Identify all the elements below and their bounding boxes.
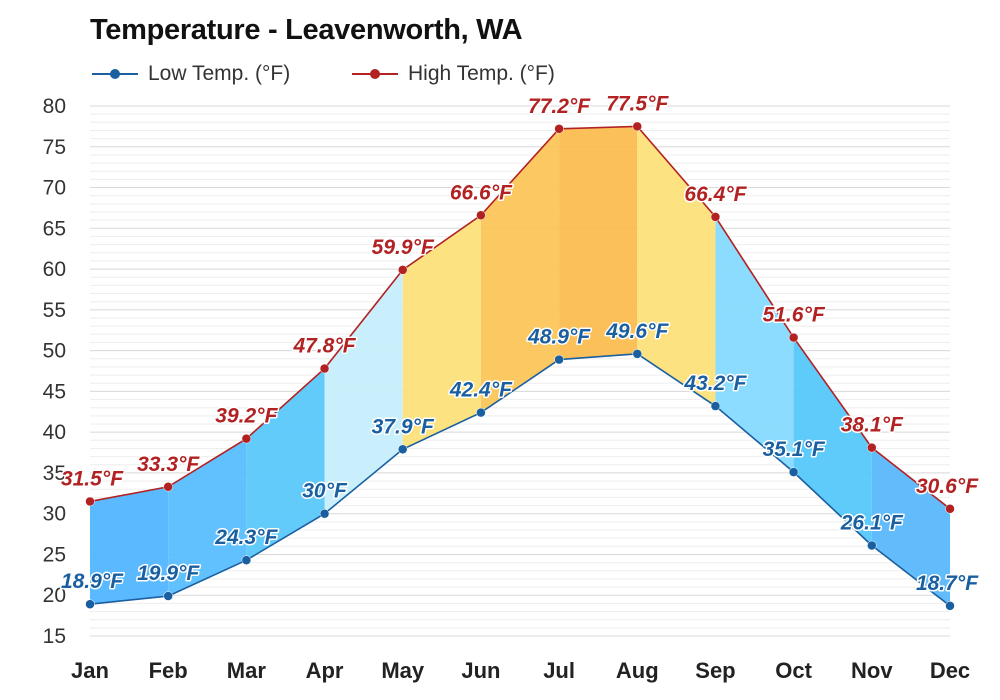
high-temp-point [554,124,564,134]
high-temp-data-label: 31.5°F [61,467,124,490]
low-temp-point [476,407,486,418]
low-temp-data-label: 18.7°F [916,572,979,595]
low-temp-data-label: 18.9°F [61,570,124,593]
x-tick-label: Mar [227,658,267,683]
temperature-band [168,438,247,597]
legend-item-low[interactable]: Low Temp. (°F) [90,60,290,88]
low-legend-marker [92,69,138,79]
high-temp-data-label: 59.9°F [372,236,435,259]
x-tick-label: Jan [71,658,109,683]
high-temp-point [319,363,330,374]
y-tick-label: 80 [43,95,66,118]
chart-title: Temperature - Leavenworth, WA [90,14,523,46]
low-temp-data-label: 49.6°F [605,320,669,343]
low-temp-data-label: 30°F [302,480,348,503]
high-temp-data-label: 66.4°F [684,183,747,206]
x-tick-label: Feb [149,658,188,683]
y-tick-label: 40 [43,421,66,444]
high-temp-data-label: 51.6°F [763,304,826,327]
high-legend-marker [352,69,398,79]
temperature-band [402,215,481,450]
low-temp-data-label: 43.2°F [683,372,747,395]
high-temp-data-label: 39.2°F [215,405,278,428]
legend-label-low: Low Temp. (°F) [148,62,291,85]
x-tick-label: Sep [695,658,735,683]
high-temp-point [867,442,877,453]
y-tick-label: 60 [43,258,66,281]
high-temp-data-label: 47.8°F [292,335,356,358]
temperature-band [90,486,169,605]
temperature-band [715,216,794,473]
high-temp-data-label: 38.1°F [841,414,904,437]
temperature-band [324,269,403,514]
low-temp-data-label: 24.3°F [214,526,278,549]
high-temp-point [476,210,486,221]
high-temp-point [85,496,95,507]
x-tick-label: Oct [775,658,812,683]
low-temp-point [163,591,173,601]
high-temp-point [241,433,252,444]
temperature-band [246,368,325,561]
high-temp-point [710,212,721,222]
y-tick-label: 45 [43,380,66,403]
low-temp-point [632,349,643,359]
low-temp-point [85,599,95,609]
y-tick-label: 50 [43,340,66,363]
temperature-bands [90,126,950,606]
high-temp-point [945,504,955,514]
temperature-band [793,337,872,546]
legend-label-high: High Temp. (°F) [408,62,555,85]
low-temp-point [397,444,408,455]
y-tick-label: 15 [43,625,66,648]
high-temp-line [89,125,951,510]
y-tick-label: 35 [43,462,66,485]
x-tick-label: Jun [461,658,500,683]
low-temp-data-label: 48.9°F [527,326,591,349]
high-temp-data-label: 66.6°F [450,181,513,204]
high-temp-data-label: 33.3°F [137,453,200,476]
y-tick-label: 20 [43,584,66,607]
low-temp-data-label: 26.1°F [840,511,904,534]
low-temp-data-label: 37.9°F [372,415,435,438]
legend-item-high[interactable]: High Temp. (°F) [350,60,555,88]
temperature-band [871,447,950,606]
y-tick-label: 65 [43,217,66,240]
low-temp-point [945,601,955,611]
high-temp-point [397,265,408,275]
y-tick-label: 25 [43,543,66,566]
low-temp-point [241,555,252,565]
x-tick-label: Aug [616,658,659,683]
low-temp-point [554,354,564,365]
low-temp-line [89,353,951,607]
temperature-band [637,126,716,407]
high-temp-data-label: 77.2°F [528,95,591,118]
temperature-band [480,128,560,413]
x-tick-label: Apr [306,658,344,683]
x-tick-label: Dec [930,658,970,683]
x-tick-label: Jul [543,658,575,683]
x-tick-label: May [381,658,425,683]
y-tick-label: 30 [43,503,66,526]
high-temp-point [163,482,173,492]
high-temp-point [788,332,799,343]
high-temp-point [632,121,643,132]
low-temp-point [710,401,721,411]
y-tick-label: 70 [43,177,66,200]
high-temp-data-label: 77.5°F [606,92,669,115]
high-temp-data-label: 30.6°F [916,475,979,498]
low-temp-data-label: 42.4°F [449,379,513,402]
low-temp-point [319,508,330,519]
low-temp-point [867,540,877,551]
low-temp-data-label: 35.1°F [763,438,826,461]
low-temp-data-label: 19.9°F [137,562,200,585]
x-tick-label: Nov [851,658,893,683]
y-tick-label: 75 [43,136,66,159]
y-tick-label: 55 [43,299,66,322]
temperature-band [559,126,638,360]
low-temp-point [788,467,799,477]
